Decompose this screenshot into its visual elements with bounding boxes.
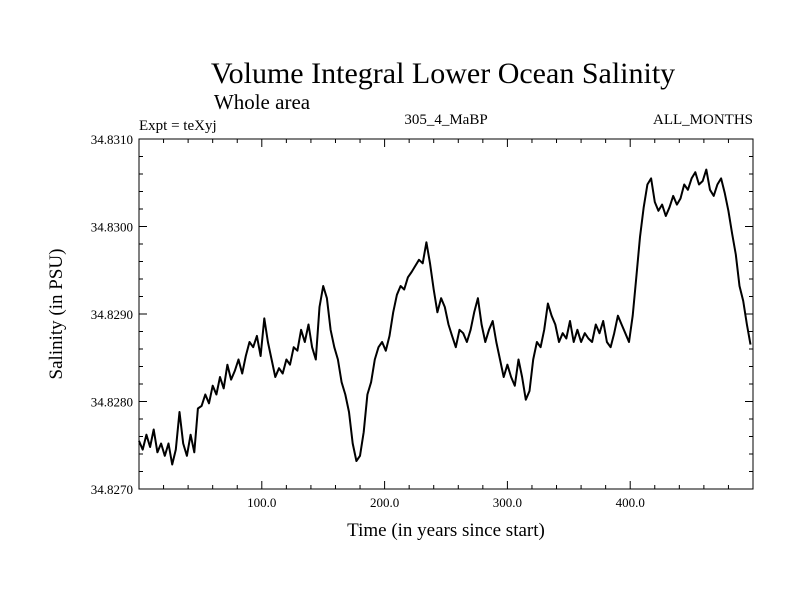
x-tick-label: 100.0 xyxy=(247,495,276,510)
chart-title: Volume Integral Lower Ocean Salinity xyxy=(211,57,675,90)
period-label: 305_4_MaBP xyxy=(404,112,487,128)
y-tick-label: 34.8300 xyxy=(91,220,133,235)
y-axis-label: Salinity (in PSU) xyxy=(46,249,67,380)
x-axis: 100.0 200.0 300.0 400.0 xyxy=(163,139,729,510)
salinity-series-line xyxy=(138,168,752,466)
y-tick-label: 34.8270 xyxy=(91,482,133,497)
y-tick-label: 34.8280 xyxy=(91,395,133,410)
chart-subtitle: Whole area xyxy=(214,90,311,114)
x-tick-label: 400.0 xyxy=(616,495,645,510)
x-axis-label: Time (in years since start) xyxy=(347,520,545,541)
x-tick-label: 200.0 xyxy=(370,495,399,510)
y-tick-label: 34.8310 xyxy=(91,132,133,147)
y-axis: 34.8270 34.8280 34.8290 34.8300 34.8310 xyxy=(91,132,753,497)
series-layer xyxy=(138,168,752,466)
experiment-label: Expt = teXyj xyxy=(139,118,217,134)
months-label: ALL_MONTHS xyxy=(653,112,753,128)
y-tick-label: 34.8290 xyxy=(91,307,133,322)
x-tick-label: 300.0 xyxy=(493,495,522,510)
